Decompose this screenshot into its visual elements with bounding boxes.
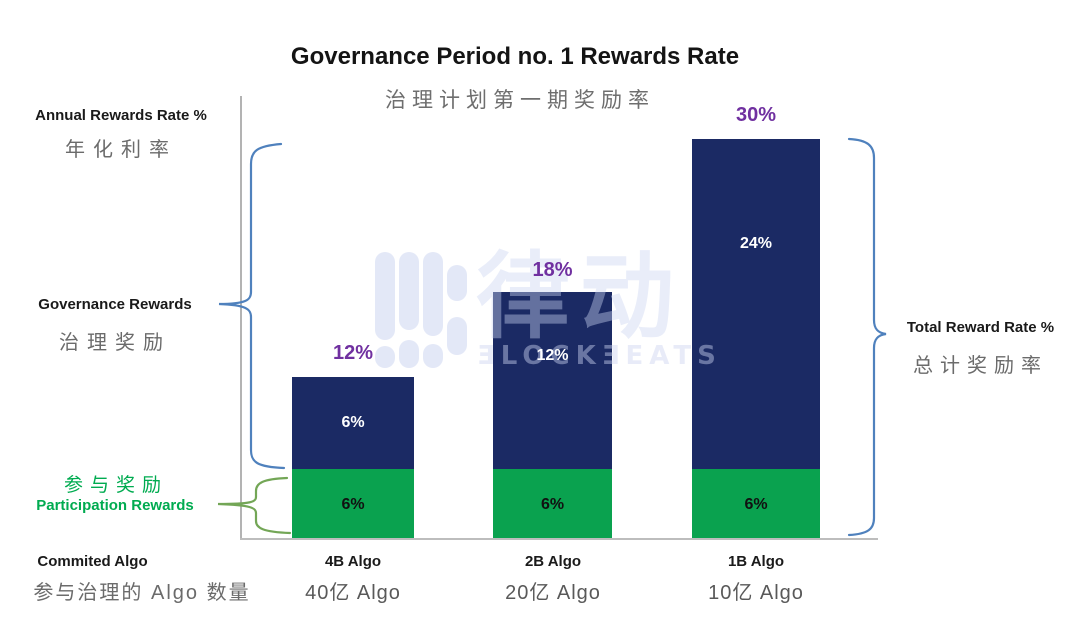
chart-subtitle-zh: 治理计划第一期奖励率 xyxy=(385,89,655,112)
bar-1b-participation-segment xyxy=(692,469,820,538)
bar-2b-category-en: 2B Algo xyxy=(524,553,582,570)
total-reward-label-zh: 总计奖励率 xyxy=(913,355,1048,377)
total-brace-right xyxy=(847,137,887,537)
y-axis-label-zh: 年化利率 xyxy=(65,139,177,161)
y-axis-line xyxy=(240,96,242,538)
participation-rewards-label-en: Participation Rewards xyxy=(36,497,194,514)
governance-rewards-label-zh: 治理奖励 xyxy=(59,332,171,354)
bar-1b-category-en: 1B Algo xyxy=(727,553,785,570)
governance-brace-left xyxy=(218,142,286,470)
total-reward-label-en: Total Reward Rate % xyxy=(906,319,1055,336)
bar-1b-governance-value: 24% xyxy=(739,235,773,252)
bar-4b-participation-value: 6% xyxy=(341,496,365,513)
bar-4b-total-label: 12% xyxy=(332,342,374,364)
governance-rewards-label-en: Governance Rewards xyxy=(38,296,192,313)
bar-2b-total-label: 18% xyxy=(532,259,573,281)
bar-2b-participation-segment xyxy=(493,469,612,538)
bar-2b-governance-segment xyxy=(493,292,612,469)
bar-4b-governance-segment xyxy=(292,377,414,469)
bar-4b-category-zh: 40亿 Algo xyxy=(305,582,401,604)
chart-title: Governance Period no. 1 Rewards Rate xyxy=(290,43,740,70)
x-axis-label-zh: 参与治理的 Algo 数量 xyxy=(33,582,251,604)
bar-2b-participation-value: 6% xyxy=(540,496,565,513)
x-axis-label-en: Commited Algo xyxy=(37,553,148,570)
bar-1b-category-zh: 10亿 Algo xyxy=(708,582,804,604)
bar-2b-governance-value: 12% xyxy=(536,347,569,364)
bar-1b-total-label: 30% xyxy=(735,104,777,126)
bar-4b-participation-segment xyxy=(292,469,414,538)
y-axis-label-en: Annual Rewards Rate % xyxy=(35,107,207,124)
bar-1b-governance-segment xyxy=(692,139,820,469)
participation-brace-left xyxy=(217,476,292,535)
bar-4b-governance-value: 6% xyxy=(341,414,365,431)
participation-rewards-label-zh: 参与奖励 xyxy=(63,475,168,496)
bar-2b-category-zh: 20亿 Algo xyxy=(505,582,601,604)
bar-4b-category-en: 4B Algo xyxy=(324,553,382,570)
x-axis-line xyxy=(240,538,878,540)
bar-1b-participation-value: 6% xyxy=(744,496,768,513)
